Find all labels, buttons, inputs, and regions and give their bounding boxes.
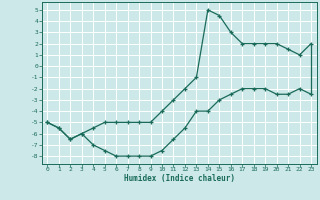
- X-axis label: Humidex (Indice chaleur): Humidex (Indice chaleur): [124, 174, 235, 183]
